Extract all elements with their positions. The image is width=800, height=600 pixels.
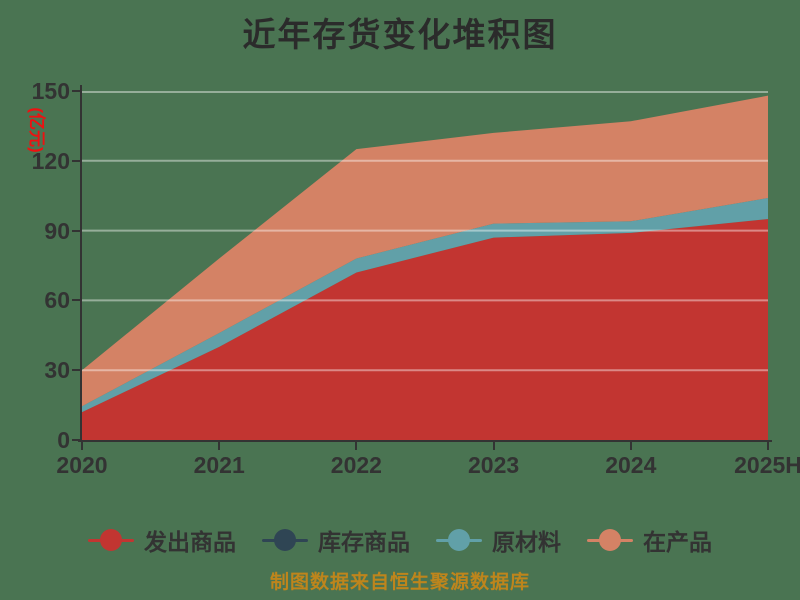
- legend-marker-icon: [88, 528, 134, 552]
- x-tick-2025H: [767, 442, 769, 450]
- legend-marker-icon: [436, 528, 482, 552]
- x-tick-label-2022: 2022: [330, 452, 382, 478]
- stacked-area-plot: [82, 91, 768, 440]
- x-tick-label-2025H: 2025H: [734, 452, 800, 478]
- area-series-原材料: [82, 198, 768, 413]
- chart-title: 近年存货变化堆积图: [242, 16, 558, 53]
- y-tick-label-0: 0: [57, 427, 70, 453]
- legend-label: 库存商品: [318, 529, 410, 555]
- area-series-在产品: [82, 95, 768, 407]
- y-tick-label-90: 90: [44, 217, 70, 244]
- x-axis-line: [78, 440, 772, 442]
- y-tick-30: [72, 369, 81, 372]
- legend-label: 在产品: [643, 529, 712, 555]
- y-tick-120: [72, 159, 81, 162]
- x-tick-2021: [218, 442, 221, 450]
- x-tick-label-2020: 2020: [56, 452, 108, 478]
- legend-item-在产品[interactable]: 在产品: [587, 523, 712, 557]
- y-tick-label-60: 60: [44, 287, 70, 314]
- x-tick-label-2023: 2023: [468, 452, 520, 478]
- x-tick-2024: [629, 442, 632, 450]
- y-tick-90: [72, 229, 81, 232]
- x-tick-2020: [81, 442, 83, 450]
- legend-item-发出商品[interactable]: 发出商品: [88, 523, 236, 557]
- y-tick-60: [72, 299, 81, 302]
- legend-item-库存商品[interactable]: 库存商品: [262, 523, 410, 557]
- y-tick-0: [72, 439, 81, 441]
- legend-label: 发出商品: [144, 529, 236, 555]
- x-tick-2022: [355, 442, 358, 450]
- legend-marker-icon: [587, 528, 633, 552]
- y-tick-label-150: 150: [31, 78, 70, 104]
- data-source-note: 制图数据来自恒生聚源数据库: [269, 572, 530, 593]
- x-tick-label-2024: 2024: [605, 452, 657, 478]
- x-tick-label-2021: 2021: [193, 452, 245, 478]
- y-tick-label-30: 30: [44, 357, 70, 384]
- legend-label: 原材料: [492, 529, 561, 555]
- y-tick-150: [72, 90, 81, 92]
- legend: 发出商品 库存商品 原材料 在产品: [0, 523, 800, 557]
- area-series-发出商品: [82, 218, 768, 440]
- legend-item-原材料[interactable]: 原材料: [436, 523, 561, 557]
- y-axis-line: [80, 85, 82, 441]
- legend-marker-icon: [262, 528, 308, 552]
- x-tick-2023: [492, 442, 495, 450]
- y-tick-label-120: 120: [31, 147, 70, 174]
